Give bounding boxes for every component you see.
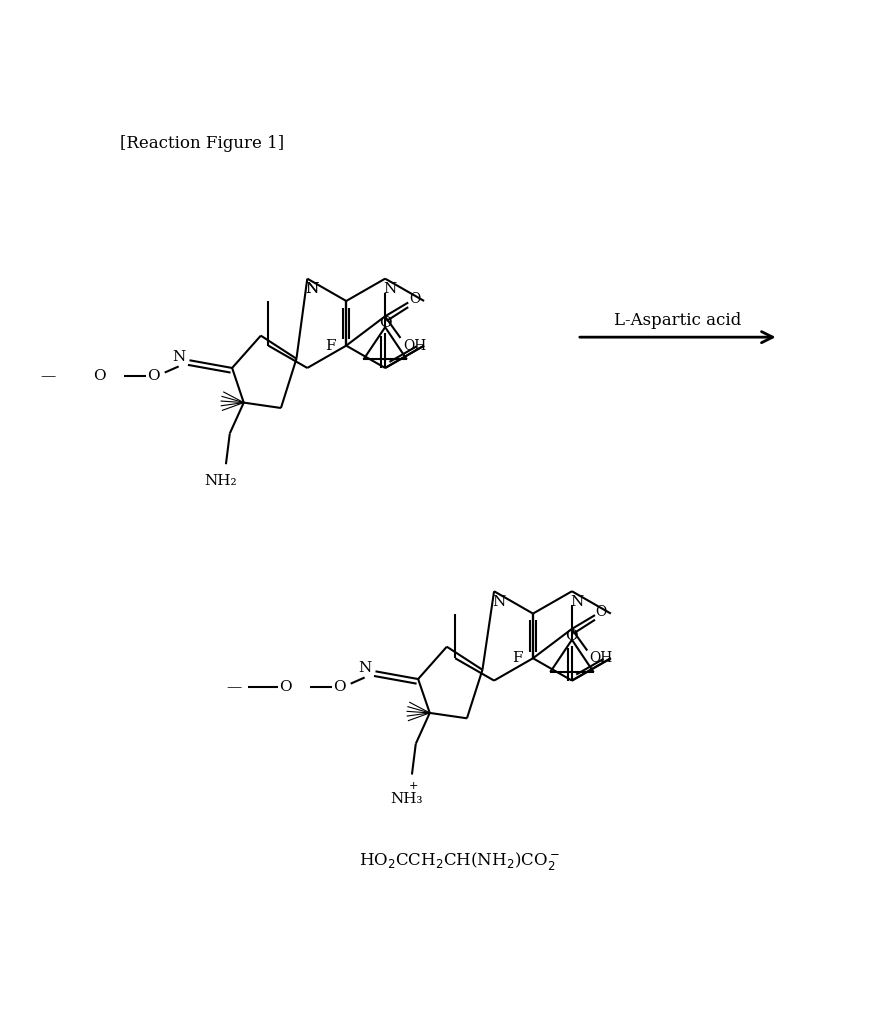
Text: N: N (492, 595, 505, 609)
Text: +: + (409, 781, 418, 791)
Text: —: — (41, 369, 56, 383)
Text: HO$_2$CCH$_2$CH(NH$_2$)CO$_2^-$: HO$_2$CCH$_2$CH(NH$_2$)CO$_2^-$ (358, 850, 560, 872)
Text: N: N (172, 350, 185, 365)
Text: F: F (513, 651, 522, 666)
Text: F: F (325, 338, 336, 353)
Text: NH₃: NH₃ (391, 792, 423, 806)
Text: N: N (306, 283, 319, 297)
Text: O: O (93, 369, 106, 383)
Text: N: N (306, 283, 319, 297)
Text: O: O (565, 629, 578, 643)
Text: L-Aspartic acid: L-Aspartic acid (614, 312, 741, 329)
Text: N: N (570, 595, 583, 609)
Text: N: N (358, 661, 371, 676)
Text: —: — (227, 680, 242, 694)
Text: NH₂: NH₂ (204, 474, 237, 488)
Text: O: O (596, 605, 607, 619)
Text: O: O (280, 680, 292, 694)
Text: OH: OH (590, 651, 613, 666)
Text: N: N (383, 283, 396, 297)
Text: O: O (379, 316, 392, 330)
Text: O: O (333, 680, 346, 694)
Text: [Reaction Figure 1]: [Reaction Figure 1] (120, 136, 284, 152)
Text: OH: OH (403, 338, 426, 353)
Text: O: O (409, 293, 420, 306)
Text: O: O (148, 369, 160, 383)
